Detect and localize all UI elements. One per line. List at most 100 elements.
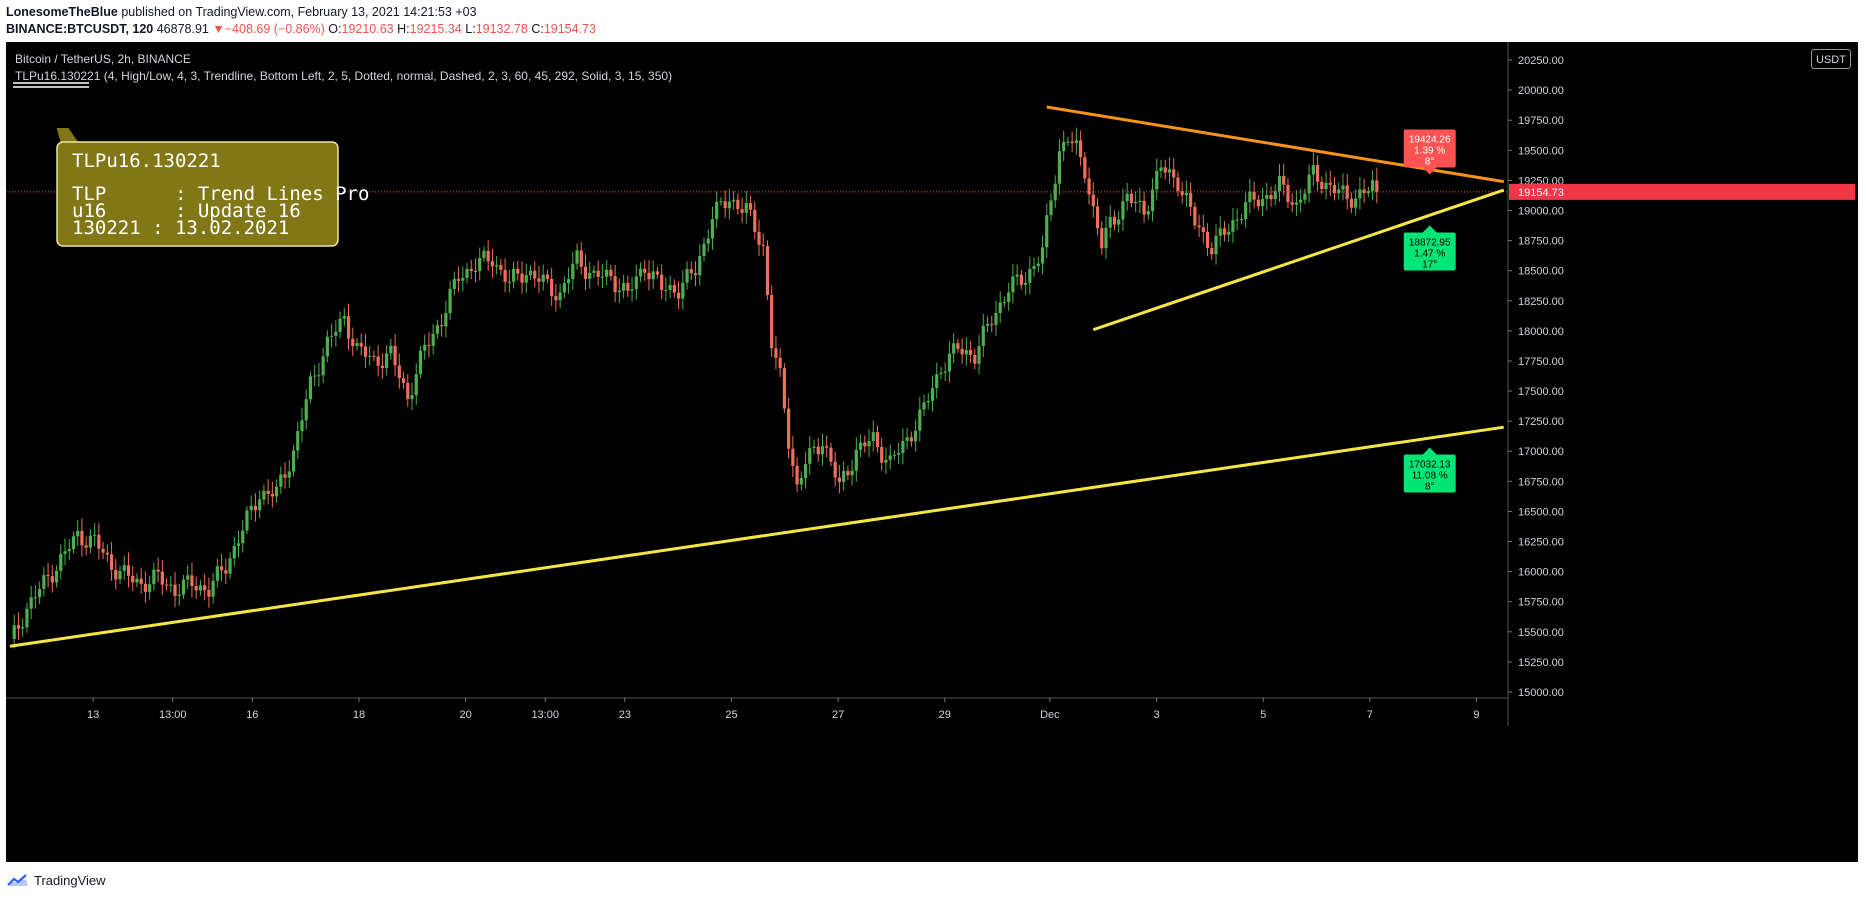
price-tick-label: 19500.00: [1518, 145, 1564, 157]
time-tick-label: 20: [459, 709, 471, 721]
candle-body: [42, 575, 46, 589]
candle-body: [143, 583, 148, 592]
candle-body: [1324, 182, 1328, 190]
candle-body: [1011, 276, 1015, 293]
candle-body: [97, 534, 101, 549]
open-value: 19210.63: [341, 22, 394, 36]
candle-body: [761, 244, 765, 246]
chart-header: LonesomeTheBlue published on TradingView…: [6, 4, 596, 38]
author[interactable]: LonesomeTheBlue: [6, 5, 118, 19]
price-tick-label: 18750.00: [1518, 236, 1564, 248]
candle-body: [1070, 141, 1074, 144]
candle-body: [431, 333, 435, 346]
info-line-u16: u16 : Update 16: [72, 200, 301, 222]
candle-body: [435, 325, 439, 334]
candle-body: [537, 278, 541, 282]
candle-body: [473, 270, 478, 272]
price-change: −408.69 (−0.86%): [224, 22, 325, 36]
candle-body: [1244, 202, 1248, 220]
price-tick-label: 18000.00: [1518, 326, 1564, 338]
currency-button[interactable]: USDT: [1811, 49, 1851, 69]
candle-body: [816, 446, 820, 455]
candle-body: [858, 442, 863, 450]
candle-body: [486, 250, 490, 262]
candle-body: [160, 571, 164, 585]
candle-body: [854, 449, 858, 471]
candle-body: [1142, 200, 1146, 215]
candle-body: [998, 302, 1002, 314]
candle-body: [482, 250, 486, 258]
candle-body: [753, 209, 757, 232]
price-tick-label: 15250.00: [1518, 657, 1564, 669]
time-tick-label: 16: [246, 709, 258, 721]
candle-body: [520, 273, 524, 283]
candle-body: [706, 238, 710, 244]
time-tick-label: 27: [832, 709, 844, 721]
candle-body: [148, 584, 152, 592]
candle-body: [122, 565, 126, 571]
last-price-tag: [1509, 183, 1855, 200]
indicator-legend[interactable]: TLPu16.130221 (4, High/Low, 4, 3, Trendl…: [15, 69, 673, 83]
candle-body: [1015, 274, 1019, 277]
candle-body: [1273, 191, 1277, 200]
price-tick-label: 15000.00: [1518, 687, 1564, 699]
price-tick-label: 16750.00: [1518, 476, 1564, 488]
candle-body: [791, 448, 795, 466]
candle-body: [1201, 227, 1205, 233]
price-tick-label: 16250.00: [1518, 537, 1564, 549]
footer-brand[interactable]: TradingView: [34, 872, 106, 888]
candle-body: [126, 565, 131, 576]
low-label: L:: [465, 22, 476, 36]
candle-body: [1222, 228, 1227, 235]
time-tick-label: 13: [87, 709, 99, 721]
candle-body: [901, 440, 905, 454]
candle-body: [1045, 215, 1049, 248]
candle-body: [617, 290, 621, 293]
candle-body: [918, 409, 922, 431]
candle-body: [723, 201, 727, 209]
price-tick-label: 17000.00: [1518, 446, 1564, 458]
tradingview-logo-icon[interactable]: [6, 872, 30, 888]
candle-body: [867, 440, 871, 447]
price-chart[interactable]: 19424.261.39 %8°18872.951.47 %17°17032.1…: [6, 42, 1858, 862]
ohlc-line: BINANCE:BTCUSDT, 120 46878.91 ▼−408.69 (…: [6, 21, 596, 38]
candle-body: [837, 477, 842, 482]
candle-body: [406, 382, 410, 400]
candle-body: [114, 569, 118, 580]
candle-body: [279, 474, 283, 487]
candle-body: [194, 585, 198, 591]
candle-body: [524, 275, 528, 283]
triangle-support-label: 18872.951.47 %17°: [1403, 225, 1456, 271]
candle-body: [169, 584, 173, 586]
candle-body: [21, 627, 25, 629]
candle-body: [744, 203, 748, 213]
candle-body: [990, 323, 994, 325]
candle-body: [799, 477, 803, 485]
candle-body: [465, 268, 469, 278]
indicator-info-box: TLPu16.130221 TLP : Trend Lines Pro u16 …: [56, 128, 369, 248]
candle-body: [355, 342, 359, 347]
candle-body: [541, 274, 545, 282]
time-tick-label: 23: [619, 709, 631, 721]
candle-body: [258, 499, 262, 511]
symbol-label[interactable]: BINANCE:BTCUSDT, 120: [6, 22, 154, 36]
resistance-label-box: [1403, 129, 1456, 168]
candle-body: [1269, 194, 1273, 200]
candle-body: [469, 268, 473, 271]
candle-body: [702, 243, 706, 256]
candle-body: [1172, 169, 1176, 178]
candle-body: [770, 295, 774, 349]
candle-body: [1337, 189, 1341, 194]
info-callout-shape: [56, 128, 339, 247]
candle-body: [1087, 178, 1091, 195]
candle-body: [740, 209, 744, 213]
long-support-label-box: [1403, 454, 1456, 493]
candle-body: [173, 584, 177, 596]
candle-body: [76, 530, 80, 537]
candle-body: [1167, 169, 1172, 173]
candle-body: [1265, 194, 1269, 199]
candle-body: [956, 343, 960, 349]
candle-body: [1002, 302, 1007, 304]
candle-body: [1282, 175, 1286, 185]
candle-body: [1320, 181, 1324, 190]
